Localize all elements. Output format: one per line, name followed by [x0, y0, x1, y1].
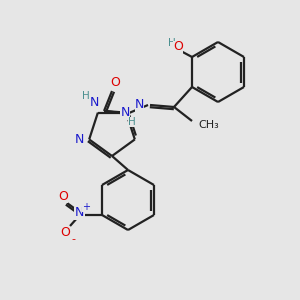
Text: H: H [168, 38, 176, 48]
Text: O: O [60, 226, 70, 239]
Text: O: O [173, 40, 183, 53]
Text: +: + [82, 202, 90, 212]
Text: N: N [74, 133, 84, 146]
Text: N: N [74, 206, 84, 220]
Text: N: N [135, 98, 144, 112]
Text: H: H [128, 117, 136, 127]
Text: N: N [90, 96, 100, 109]
Text: CH₃: CH₃ [198, 120, 219, 130]
Text: H: H [82, 91, 90, 100]
Text: -: - [71, 234, 75, 244]
Text: N: N [120, 106, 130, 119]
Text: O: O [110, 76, 120, 89]
Text: O: O [58, 190, 68, 202]
